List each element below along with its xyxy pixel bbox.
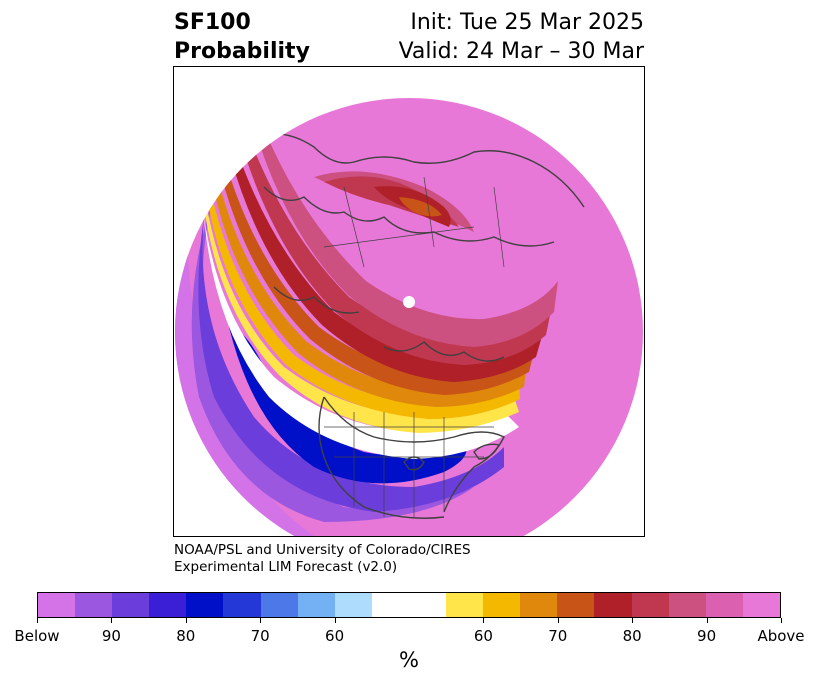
colorbar-swatch xyxy=(371,593,447,617)
colorbar-tick xyxy=(632,618,634,623)
colorbar-swatch xyxy=(594,593,632,617)
colorbar-ticks xyxy=(0,618,819,630)
colorbar-swatch xyxy=(668,593,706,617)
colorbar-tick-label: 70 xyxy=(548,627,568,645)
title-block-left: SF100 Probability xyxy=(174,8,310,66)
borders xyxy=(323,176,505,517)
probability-field xyxy=(175,98,643,536)
colorbar-swatch xyxy=(38,593,76,617)
colorbar-swatch xyxy=(223,593,261,617)
colorbar-tick-label: 90 xyxy=(697,627,717,645)
colorbar-swatch xyxy=(149,593,187,617)
title-block-right: Init: Tue 25 Mar 2025 Valid: 24 Mar – 30… xyxy=(399,8,644,66)
colorbar-swatch xyxy=(557,593,595,617)
probability-colorbar xyxy=(37,592,781,618)
colorbar-swatch xyxy=(75,593,113,617)
colorbar-tick xyxy=(483,618,485,623)
colorbar-tick-label: 70 xyxy=(250,627,270,645)
colorbar-swatch xyxy=(705,593,743,617)
colorbar-swatch xyxy=(631,593,669,617)
colorbar-tick-label: 60 xyxy=(325,627,345,645)
colorbar-tick xyxy=(334,618,336,623)
colorbar-tick xyxy=(781,618,782,623)
colorbar-swatch xyxy=(112,593,150,617)
data-credit: NOAA/PSL and University of Colorado/CIRE… xyxy=(174,542,471,576)
colorbar-swatch xyxy=(520,593,558,617)
colorbar-swatch xyxy=(446,593,484,617)
credit-line-1: NOAA/PSL and University of Colorado/CIRE… xyxy=(174,542,471,558)
colorbar-tick-label: 90 xyxy=(101,627,121,645)
init-date: Init: Tue 25 Mar 2025 xyxy=(410,10,644,35)
colorbar-tick xyxy=(557,618,559,623)
colorbar-tick-label: 60 xyxy=(473,627,493,645)
variable-title: SF100 xyxy=(174,10,251,35)
colorbar-swatch xyxy=(483,593,521,617)
forecast-map xyxy=(173,66,645,537)
colorbar-tick xyxy=(111,618,113,623)
colorbar-unit: % xyxy=(399,648,419,672)
credit-line-2: Experimental LIM Forecast (v2.0) xyxy=(174,559,398,575)
colorbar-swatch xyxy=(297,593,335,617)
product-title: Probability xyxy=(174,39,310,64)
colorbar-tick xyxy=(260,618,262,623)
colorbar-swatch xyxy=(186,593,224,617)
colorbar-tick-label: Below xyxy=(14,627,60,645)
colorbar-tick-label: Above xyxy=(757,627,805,645)
polar-probability-map xyxy=(175,98,643,536)
colorbar-tick xyxy=(706,618,708,623)
colorbar-tick xyxy=(185,618,187,623)
valid-range: Valid: 24 Mar – 30 Mar xyxy=(398,39,644,64)
colorbar-swatch xyxy=(260,593,298,617)
colorbar-swatch xyxy=(742,593,780,617)
colorbar-tick xyxy=(37,618,38,623)
coastlines xyxy=(253,132,585,519)
colorbar-swatch xyxy=(334,593,372,617)
colorbar-tick-label: 80 xyxy=(622,627,642,645)
colorbar-tick-label: 80 xyxy=(176,627,196,645)
